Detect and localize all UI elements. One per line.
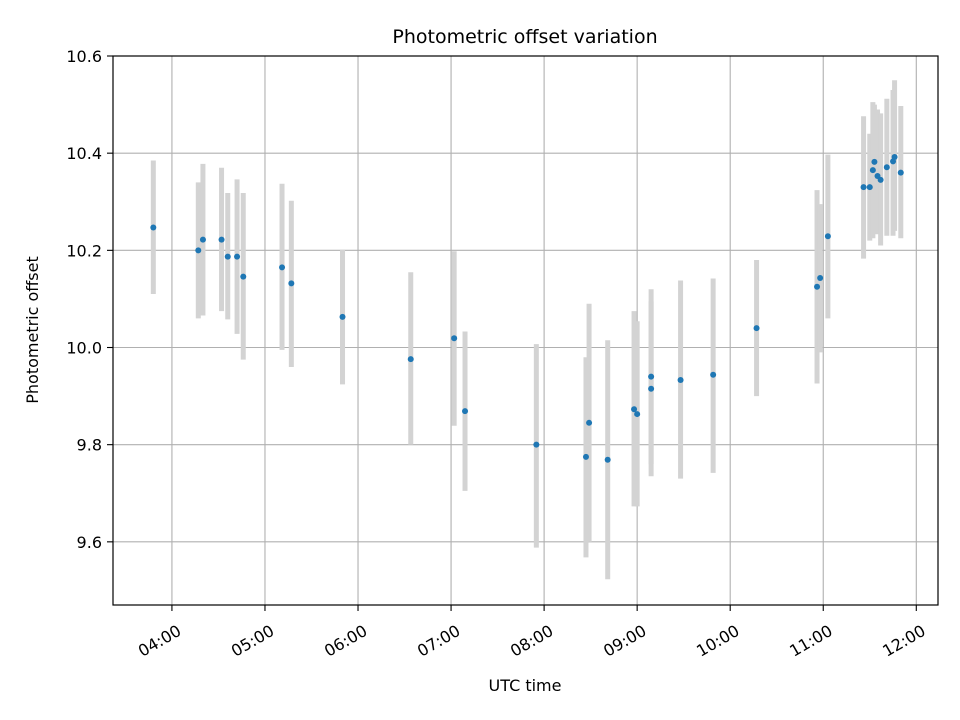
data-point — [677, 377, 684, 384]
data-point — [814, 283, 821, 290]
y-tick-label: 9.6 — [77, 533, 102, 552]
data-point — [648, 385, 655, 392]
data-point — [451, 335, 458, 342]
y-tick-label: 10.6 — [66, 47, 102, 66]
y-tick-label: 10.2 — [66, 241, 102, 260]
data-point — [195, 247, 202, 254]
chart-title: Photometric offset variation — [392, 26, 657, 48]
x-axis-label: UTC time — [489, 676, 562, 695]
y-tick-label: 9.8 — [77, 436, 102, 455]
data-point — [234, 253, 241, 260]
plot-area — [113, 56, 938, 605]
y-axis: 9.6 9.8 10.0 10.2 10.4 10.6 — [66, 47, 113, 552]
data-point — [897, 169, 904, 176]
data-point — [866, 184, 873, 191]
plot-frame — [112, 55, 939, 606]
data-point — [199, 236, 206, 243]
data-point — [288, 280, 295, 287]
data-point — [631, 406, 638, 413]
data-point — [877, 176, 884, 183]
data-point — [150, 224, 157, 231]
data-point — [891, 154, 898, 161]
data-point — [604, 456, 611, 463]
data-point — [648, 373, 655, 380]
data-point — [240, 273, 247, 280]
data-point — [462, 408, 469, 415]
data-point — [582, 453, 589, 460]
data-point — [817, 275, 824, 282]
data-point — [407, 356, 414, 363]
data-point — [869, 167, 876, 174]
data-point — [710, 371, 717, 378]
y-axis-label: Photometric offset — [23, 256, 42, 404]
data-point — [224, 253, 231, 260]
data-points — [150, 154, 904, 463]
y-tick-label: 10.0 — [66, 339, 102, 358]
y-tick-label: 10.4 — [66, 144, 102, 163]
data-point — [824, 233, 831, 240]
data-point — [533, 441, 540, 448]
data-point — [586, 419, 593, 426]
data-point — [279, 264, 286, 271]
data-point — [860, 184, 867, 191]
data-point — [753, 325, 760, 332]
data-point — [339, 313, 346, 320]
data-point — [218, 236, 225, 243]
data-point — [883, 164, 890, 171]
data-point — [634, 411, 641, 418]
data-point — [871, 158, 878, 165]
